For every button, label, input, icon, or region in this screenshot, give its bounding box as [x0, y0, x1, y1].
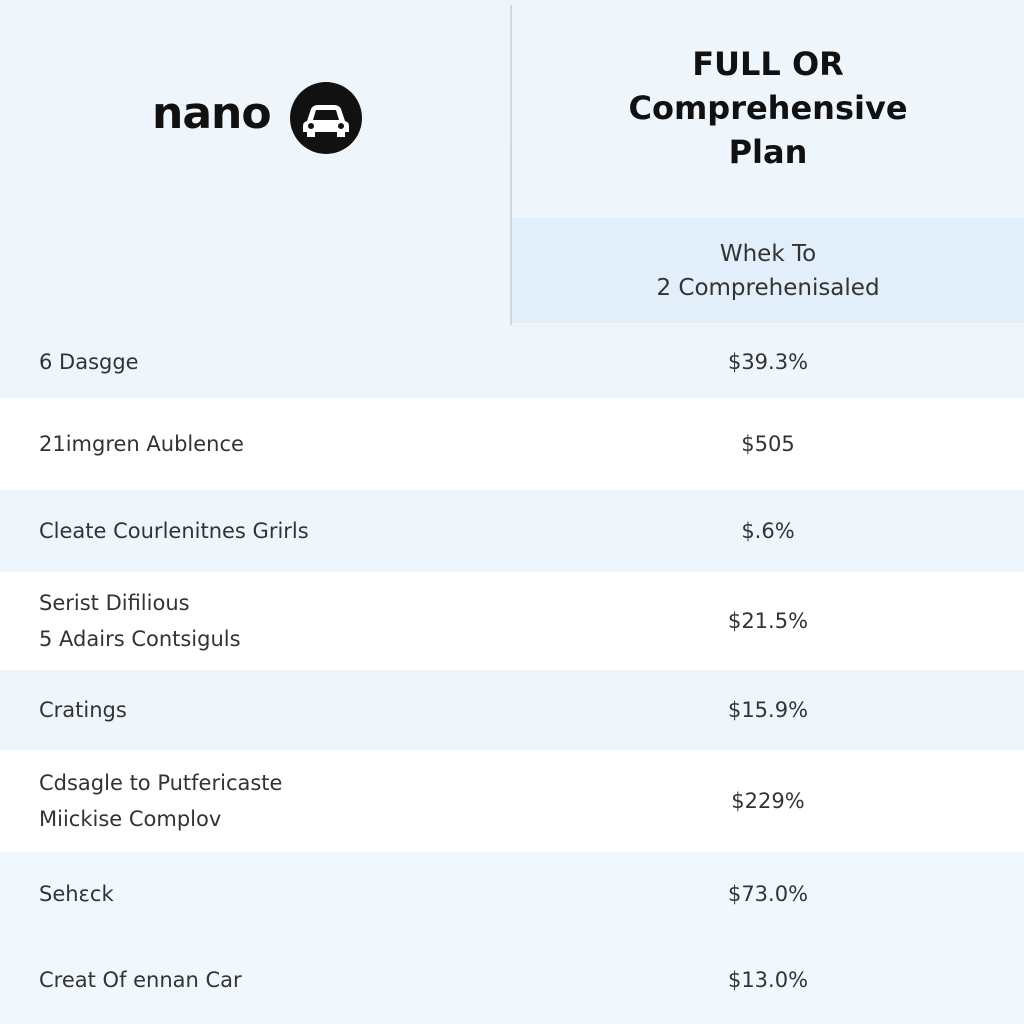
title-line: FULL OR	[692, 45, 844, 83]
label-line: Miickise Complov	[39, 807, 222, 831]
row-value: $.6%	[741, 519, 795, 543]
table-row: 21imgren Aublence $505	[0, 398, 1024, 490]
label-line: Cdsagle to Putfericaste	[39, 771, 283, 795]
label-line: Creat Of ennan Car	[39, 967, 242, 992]
row-value: $73.0%	[727, 881, 809, 906]
table-row: 6 Dasgge $39.3%	[0, 325, 1024, 398]
table-row: Cleate Courlenitnes Grirls $.6%	[0, 490, 1024, 572]
car-logo	[290, 82, 362, 154]
label-line: Sehεck	[39, 881, 114, 906]
row-label: Cdsagle to Putfericaste Miickise Complov	[0, 765, 509, 837]
row-label: 21imgren Aublence	[0, 426, 509, 462]
row-value: $21.5%	[727, 609, 809, 633]
row-label: Sehεck	[0, 876, 509, 912]
brand: nano	[152, 88, 272, 139]
plan-title: FULL OR Comprehensive Plan	[512, 42, 1024, 174]
table-row: Cratings $15.9%	[0, 670, 1024, 750]
label-line: 21imgren Aublence	[39, 432, 244, 456]
table-row: Sehεck $73.0%	[0, 852, 1024, 935]
row-value: $229%	[731, 789, 805, 813]
row-label: Cratings	[0, 692, 509, 728]
table-row: Creat Of ennan Car $13.0%	[0, 935, 1024, 1024]
table-row: Serist Difilious 5 Adairs Contsiguls $21.5…	[0, 572, 1024, 670]
subtitle-line: 2 Comprehenisaled	[656, 274, 880, 301]
label-line: Cratings	[39, 698, 127, 722]
row-label: Cleate Courlenitnes Grirls	[0, 513, 509, 549]
title-line: Plan	[728, 133, 808, 171]
label-line: 6 Dasgge	[39, 349, 139, 374]
row-value: $505	[741, 432, 795, 456]
title-line: Comprehensive	[628, 89, 908, 127]
row-label: Serist Difilious 5 Adairs Contsiguls	[0, 585, 509, 657]
row-value: $13.0%	[727, 967, 809, 992]
row-label: 6 Dasgge	[0, 344, 509, 380]
row-value: $15.9%	[727, 698, 809, 722]
subtitle-line: Whek To	[719, 240, 817, 267]
table-row: Cdsagle to Putfericaste Miickise Complov $…	[0, 750, 1024, 852]
row-label: Creat Of ennan Car	[0, 962, 509, 998]
label-line: 5 Adairs Contsiguls	[39, 627, 241, 651]
label-line: Cleate Courlenitnes Grirls	[39, 519, 309, 543]
label-line: Serist Difilious	[39, 591, 190, 615]
row-value: $39.3%	[727, 349, 809, 374]
plan-subtitle: Whek To 2 Comprehenisaled	[512, 218, 1024, 323]
